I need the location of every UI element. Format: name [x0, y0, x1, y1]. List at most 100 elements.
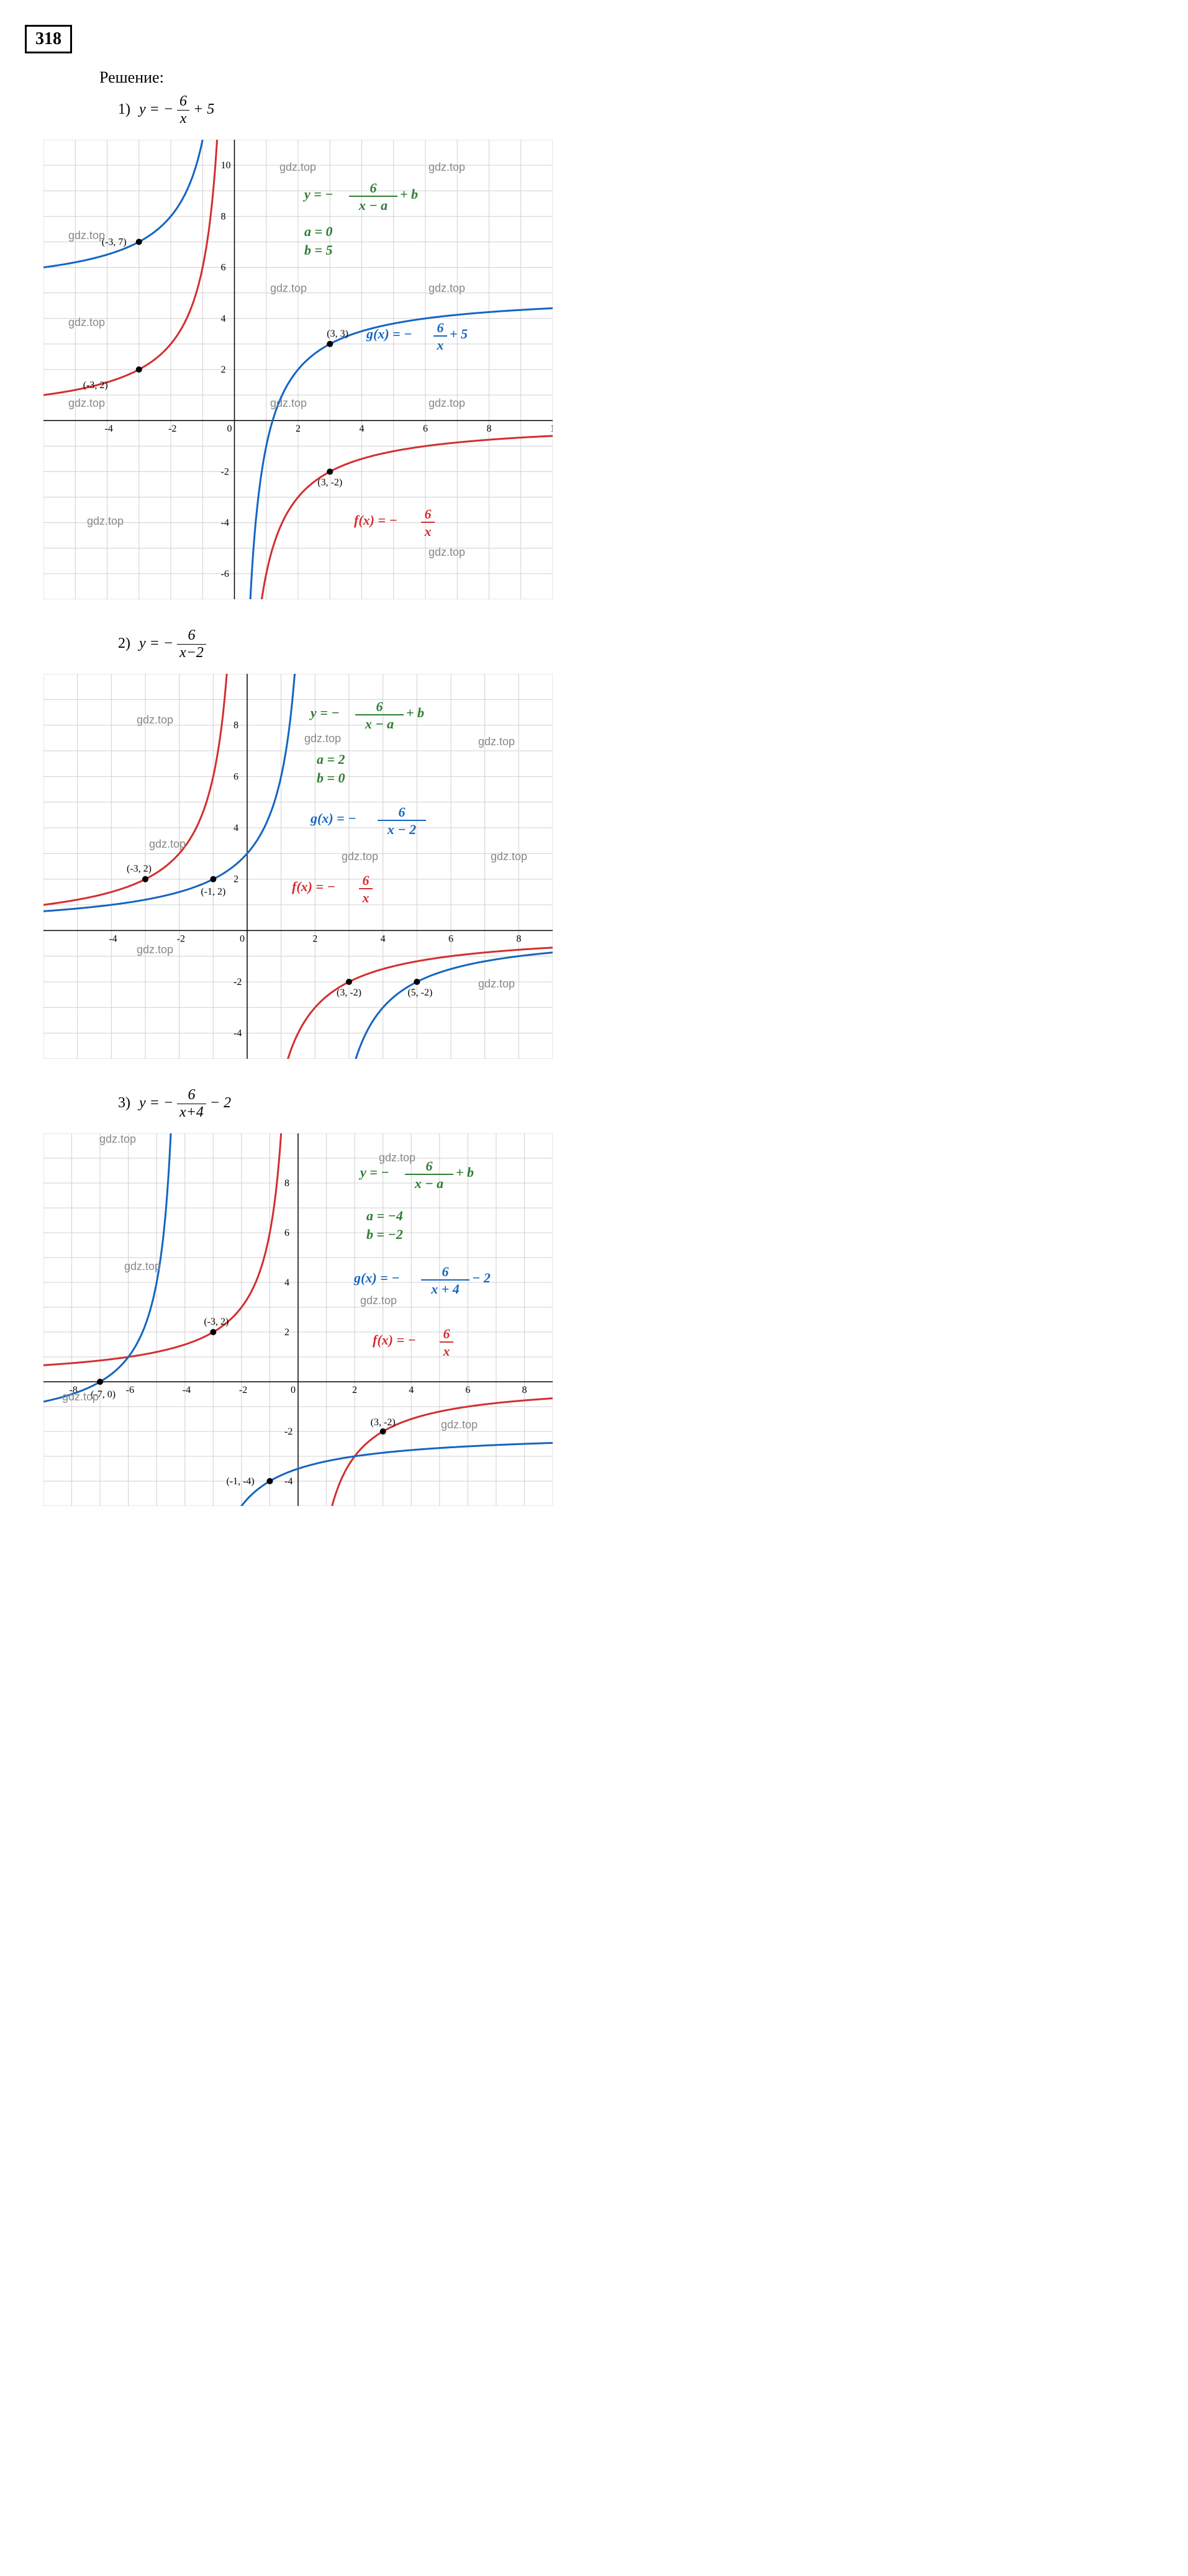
marker-point	[210, 876, 216, 882]
y-tick-label: -2	[284, 1426, 292, 1437]
y-tick-label: -4	[284, 1476, 292, 1487]
x-tick-label: 4	[409, 1385, 414, 1395]
watermark: gdz.top	[379, 1151, 415, 1164]
chart: -4-20246810-6-4-2246810(-3, 7)(-3, 2)(3,…	[43, 140, 553, 599]
solution-label: Решение:	[99, 68, 1163, 87]
frac-numerator: 6	[376, 699, 383, 714]
point-label: (3, -2)	[337, 987, 361, 998]
curve	[262, 948, 553, 1059]
marker-point	[346, 979, 352, 985]
formula-text: − 2	[472, 1270, 491, 1286]
frac-denominator: x − a	[414, 1176, 443, 1191]
watermark: gdz.top	[360, 1294, 397, 1307]
frac-denominator: x	[424, 524, 432, 539]
curve	[43, 140, 222, 268]
curve	[329, 953, 553, 1059]
subtask-equation: 3) y = − 6x+4 − 2	[118, 1087, 1163, 1121]
frac-numerator: 6	[437, 320, 444, 335]
watermark: gdz.top	[441, 1418, 478, 1431]
formula-text: y = −	[358, 1164, 389, 1180]
formula-text: y = −	[309, 705, 340, 720]
frac-denominator: x − 2	[387, 822, 416, 837]
formula-text: + b	[456, 1164, 474, 1180]
formula-text: b = −2	[366, 1227, 403, 1242]
frac-denominator: x	[437, 337, 444, 353]
watermark: gdz.top	[124, 1260, 161, 1272]
marker-point	[414, 979, 420, 985]
curve	[247, 436, 553, 599]
y-tick-label: 8	[221, 211, 226, 222]
watermark: gdz.top	[68, 229, 105, 242]
x-tick-label: -4	[105, 424, 113, 434]
watermark: gdz.top	[428, 546, 465, 558]
chart-container: -8-6-4-202468-4-22468(-7, 0)(-3, 2)(3, -…	[43, 1133, 1163, 1509]
y-tick-label: 2	[284, 1327, 289, 1338]
y-tick-label: -2	[234, 977, 242, 987]
x-tick-label: 8	[516, 933, 521, 944]
x-tick-label: -2	[239, 1385, 247, 1395]
y-tick-label: -2	[221, 466, 229, 477]
watermark: gdz.top	[428, 161, 465, 173]
x-tick-label: -2	[168, 424, 176, 434]
subtask: 3) y = − 6x+4 − 2	[118, 1087, 1163, 1121]
x-tick-label: 0	[291, 1385, 296, 1395]
frac-numerator: 6	[399, 804, 406, 820]
frac-denominator: x − a	[358, 197, 388, 213]
y-tick-label: 4	[284, 1277, 289, 1288]
watermark: gdz.top	[270, 282, 307, 294]
x-tick-label: 8	[487, 424, 492, 434]
subtask: 1) y = − 6x + 5	[118, 93, 1163, 127]
formula-text: g(x) = −	[353, 1270, 400, 1286]
watermark: gdz.top	[478, 735, 515, 748]
watermark: gdz.top	[68, 316, 105, 329]
curve	[199, 1443, 553, 1507]
formula-text: b = 0	[317, 770, 345, 786]
y-tick-label: -6	[221, 569, 229, 579]
formula-text: a = 0	[304, 224, 333, 239]
watermark: gdz.top	[149, 838, 186, 850]
point-label: (-3, 7)	[102, 237, 127, 247]
watermark: gdz.top	[137, 943, 173, 956]
point-label: (-1, 2)	[201, 887, 225, 897]
y-tick-label: 4	[221, 314, 226, 324]
watermark: gdz.top	[62, 1390, 99, 1403]
x-tick-label: 0	[227, 424, 232, 434]
marker-point	[97, 1379, 103, 1385]
frac-numerator: 6	[443, 1326, 450, 1341]
marker-point	[136, 366, 142, 373]
curve	[43, 674, 305, 911]
x-tick-label: 0	[240, 933, 245, 944]
y-tick-label: -4	[221, 518, 229, 528]
watermark: gdz.top	[342, 850, 378, 863]
watermark: gdz.top	[68, 397, 105, 409]
curve	[311, 1399, 553, 1506]
point-label: (-1, -4)	[226, 1476, 254, 1487]
y-tick-label: 6	[284, 1228, 289, 1238]
x-tick-label: 4	[381, 933, 386, 944]
y-tick-label: -4	[234, 1028, 242, 1039]
watermark: gdz.top	[428, 282, 465, 294]
formula-text: + 5	[450, 326, 468, 342]
x-tick-label: 2	[296, 424, 301, 434]
point-label: (3, -2)	[371, 1417, 396, 1428]
watermark: gdz.top	[87, 515, 124, 527]
x-tick-label: -4	[109, 933, 117, 944]
formula-text: a = −4	[366, 1208, 403, 1223]
x-tick-label: 2	[352, 1385, 357, 1395]
x-tick-label: 6	[465, 1385, 470, 1395]
y-tick-label: 4	[234, 823, 238, 833]
frac-numerator: 6	[370, 180, 377, 196]
frac-denominator: x + 4	[430, 1281, 460, 1297]
y-tick-label: 8	[284, 1178, 289, 1189]
x-tick-label: -4	[183, 1385, 191, 1395]
formula-text: f(x) = −	[354, 512, 397, 528]
y-tick-label: 6	[234, 771, 238, 782]
point-label: (3, -2)	[317, 477, 342, 488]
watermark: gdz.top	[99, 1133, 136, 1145]
marker-point	[142, 876, 148, 882]
curve	[243, 308, 553, 599]
formula-text: g(x) = −	[310, 810, 356, 826]
marker-point	[327, 341, 333, 347]
y-tick-label: 2	[234, 874, 238, 885]
marker-point	[327, 468, 333, 474]
